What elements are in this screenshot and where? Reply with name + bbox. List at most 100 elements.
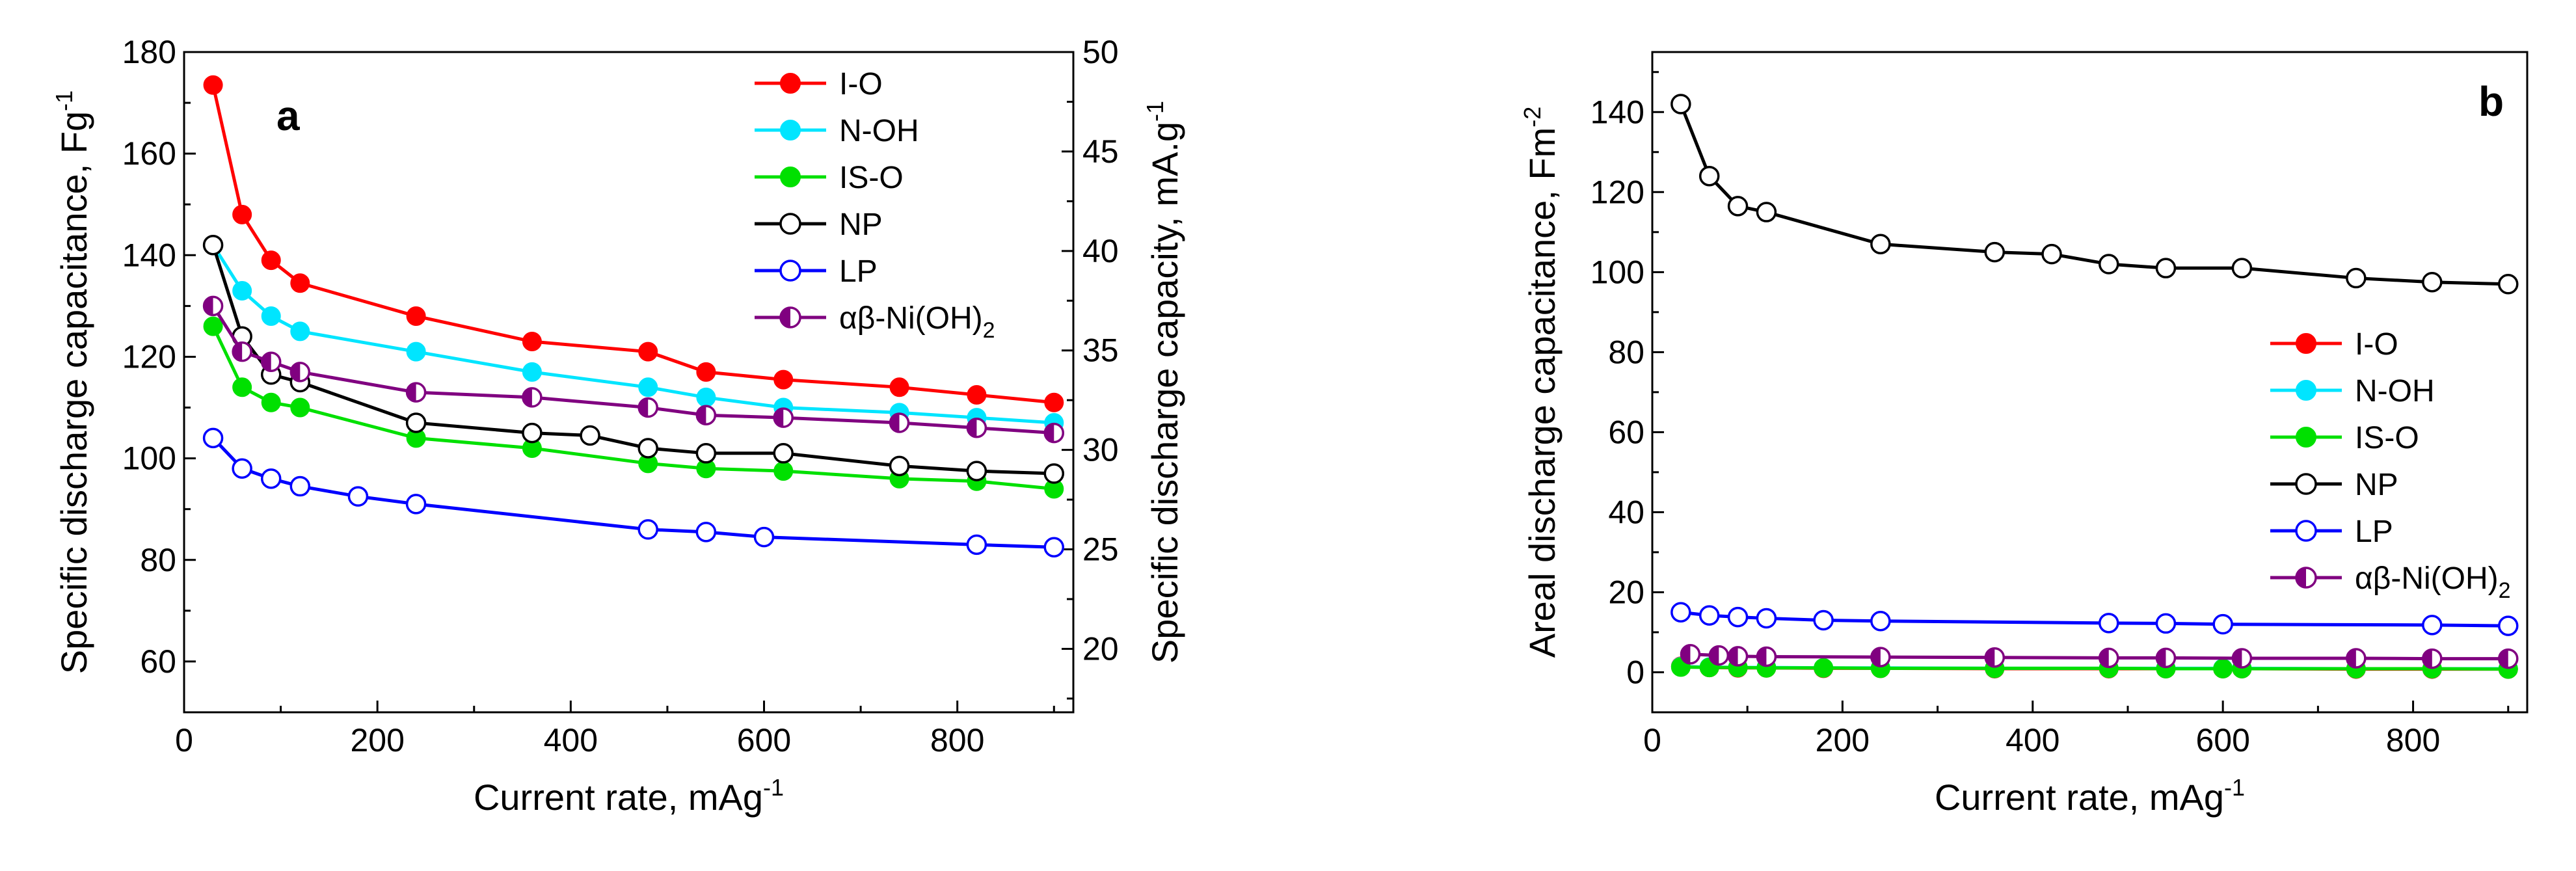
data-point-half	[1985, 648, 1995, 667]
data-point	[2098, 647, 2119, 669]
data-point	[1043, 463, 1065, 484]
data-point	[290, 321, 310, 342]
legend-label-main: NP	[839, 208, 883, 242]
data-point	[261, 392, 281, 412]
x-axis-label-main: Current rate, mAg	[1935, 777, 2224, 818]
data-point-half	[639, 398, 649, 417]
legend-label-main: I-O	[839, 67, 883, 101]
data-point-half	[522, 388, 532, 407]
data-point	[2155, 258, 2177, 278]
data-point	[202, 295, 224, 317]
data-point	[261, 250, 281, 271]
data-point	[1727, 646, 1749, 667]
y-axis-label-main: Areal discharge capacitance, Fm	[1522, 127, 1563, 658]
y2-axis-label-main: Specific discharge capacity, mA.g	[1144, 122, 1185, 663]
data-point	[966, 418, 987, 438]
panel-label: b	[2478, 78, 2504, 125]
data-point	[260, 468, 282, 489]
y-axis-label-main: Specific discharge capacitance, Fg	[53, 111, 94, 674]
data-point-half	[407, 383, 416, 402]
data-point-half	[233, 342, 243, 361]
legend-label: IS-O	[2355, 421, 2419, 455]
data-point	[773, 461, 794, 481]
data-point-half	[774, 409, 784, 427]
legend-marker	[779, 306, 801, 328]
x-axis-label-main: Current rate, mAg	[474, 777, 763, 818]
data-point	[405, 412, 427, 433]
x-tick-label: 800	[930, 722, 984, 758]
legend-label: αβ-Ni(OH)2	[2355, 561, 2511, 603]
data-point	[638, 342, 658, 362]
series-line	[1679, 103, 2508, 286]
data-point	[1756, 608, 1777, 629]
data-point	[967, 385, 987, 405]
data-point-half	[291, 362, 301, 381]
legend-label-main: IS-O	[839, 161, 904, 195]
data-point	[773, 443, 794, 464]
data-point	[232, 377, 252, 397]
legend-marker	[780, 120, 801, 141]
legend-label: N-OH	[2355, 374, 2435, 409]
x-axis-label: Current rate, mAg-1	[474, 774, 784, 818]
data-point	[260, 351, 282, 373]
x-tick-label: 200	[1816, 722, 1870, 758]
legend-label: I-O	[2355, 327, 2398, 362]
data-point	[406, 342, 426, 362]
data-point	[1756, 646, 1777, 667]
legend-marker	[779, 260, 801, 282]
data-point	[638, 377, 658, 397]
data-point	[2155, 647, 2177, 669]
legend-marker-half	[781, 308, 790, 327]
legend-marker	[2296, 333, 2316, 354]
data-point	[405, 494, 427, 515]
data-point	[1756, 202, 1777, 222]
y-tick-label: 100	[1590, 254, 1644, 290]
legend-label: NP	[2355, 468, 2398, 502]
legend-label-main: N-OH	[2355, 374, 2435, 409]
y2-axis-label-sup: -1	[1142, 101, 1168, 122]
x-tick-label: 0	[1643, 722, 1661, 758]
x-tick-label: 400	[2006, 722, 2059, 758]
legend-marker-half	[2296, 568, 2306, 587]
data-point	[695, 522, 717, 543]
x-tick-label: 200	[350, 722, 404, 758]
y-tick-label: 80	[1608, 334, 1644, 370]
y-tick-label: 0	[1626, 654, 1644, 690]
data-point	[696, 387, 716, 407]
y-axis-label-sup: -1	[51, 90, 77, 111]
data-point	[695, 443, 717, 464]
y2-tick-label: 30	[1082, 432, 1119, 468]
data-point-half	[1710, 646, 1719, 665]
data-point	[405, 382, 427, 403]
data-point	[1984, 647, 2006, 668]
x-tick-label: 600	[737, 722, 791, 758]
plot-frame	[183, 51, 1075, 714]
data-point	[522, 422, 543, 444]
y-tick-label: 160	[122, 135, 176, 172]
legend-label: αβ-Ni(OH)2	[839, 301, 995, 343]
series-line	[1680, 665, 2508, 671]
y-tick-label: 100	[122, 440, 176, 477]
legend-label: N-OH	[839, 114, 919, 148]
data-point	[889, 412, 910, 433]
legend-label-main: IS-O	[2355, 421, 2419, 455]
data-point	[2212, 613, 2233, 635]
legend-marker	[779, 213, 801, 235]
data-point-half	[1681, 645, 1691, 663]
y2-axis-label: Specific discharge capacity, mA.g-1	[1142, 101, 1185, 663]
legend-label-main: αβ-Ni(OH)	[2355, 561, 2499, 596]
plot-frame	[1651, 51, 2529, 714]
data-point-half	[2346, 649, 2356, 667]
data-point	[2231, 258, 2253, 278]
data-point	[2346, 267, 2367, 289]
data-point	[1670, 602, 1691, 623]
data-point	[2498, 648, 2519, 669]
legend-label: LP	[839, 254, 878, 289]
data-point	[2098, 254, 2119, 275]
y-tick-label: 80	[140, 542, 176, 578]
data-point-half	[890, 413, 900, 432]
legend-marker	[2295, 473, 2317, 495]
legend-marker	[2295, 520, 2317, 542]
data-point	[1727, 606, 1749, 628]
